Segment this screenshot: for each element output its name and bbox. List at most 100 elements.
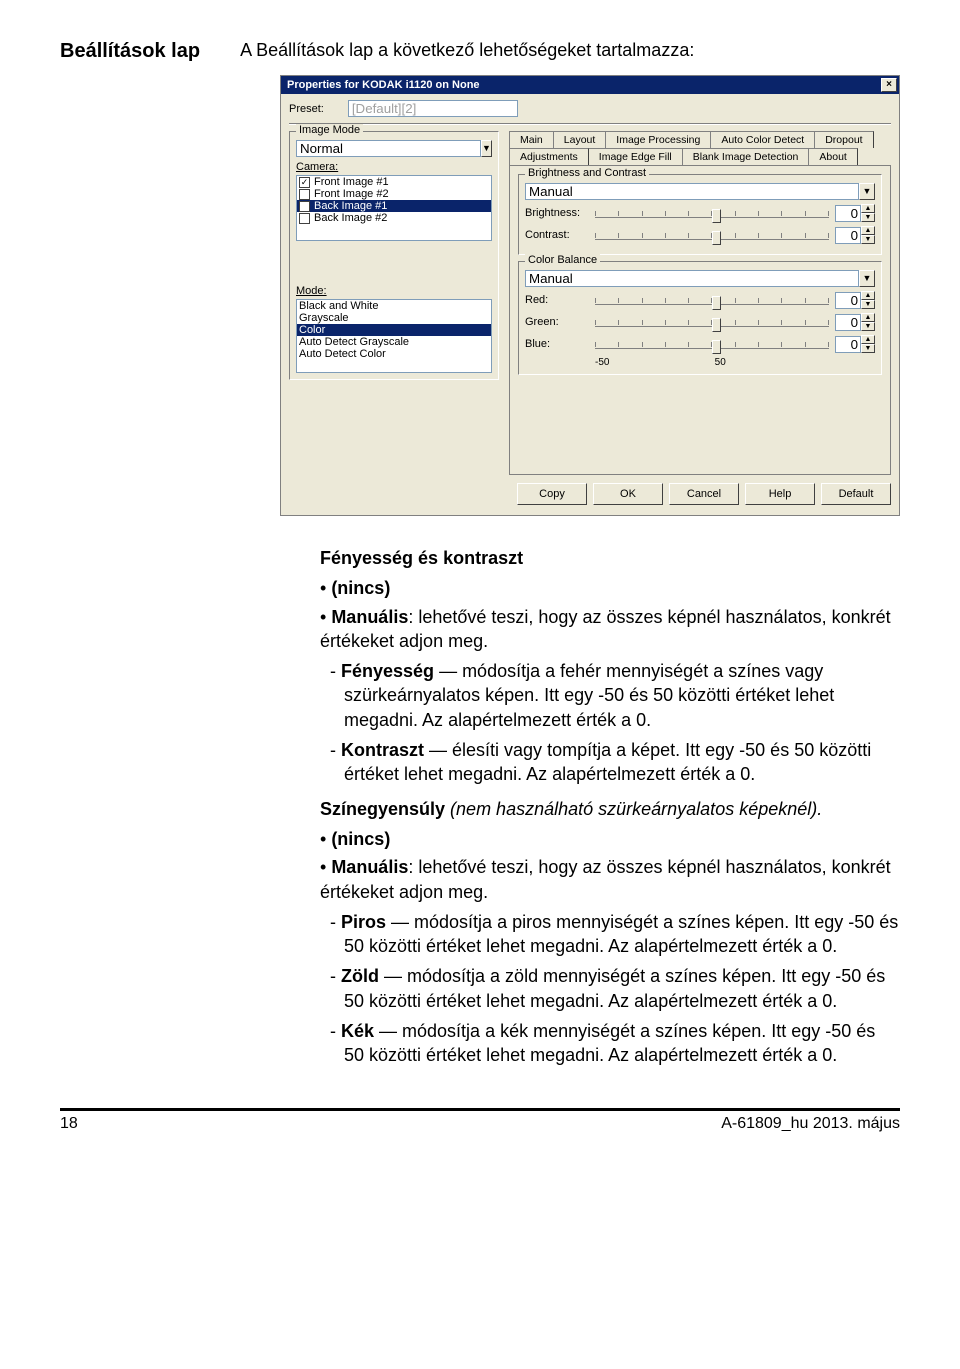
- red-b: Piros: [341, 912, 386, 932]
- brightness-slider[interactable]: [595, 204, 829, 222]
- mode-item[interactable]: Black and White: [297, 300, 491, 312]
- camera-label: Camera:: [296, 161, 492, 173]
- mode-item[interactable]: Color: [297, 324, 491, 336]
- red-label: Red:: [525, 294, 589, 306]
- red-slider[interactable]: [595, 291, 829, 309]
- tab-layout[interactable]: Layout: [553, 131, 607, 148]
- spin-up-icon[interactable]: ▲: [861, 204, 875, 213]
- mode-item[interactable]: Auto Detect Color: [297, 348, 491, 360]
- camera-item[interactable]: Back Image #2: [297, 212, 491, 224]
- checkbox-icon[interactable]: [299, 201, 310, 212]
- scale-max: 50: [715, 357, 726, 368]
- checkbox-icon[interactable]: ✓: [299, 177, 310, 188]
- checkbox-icon[interactable]: [299, 213, 310, 224]
- image-mode-group-title: Image Mode: [296, 124, 363, 136]
- green-value[interactable]: [835, 314, 861, 331]
- green-slider[interactable]: [595, 313, 829, 331]
- page-number: 18: [60, 1115, 78, 1133]
- cancel-button[interactable]: Cancel: [669, 483, 739, 505]
- spin-down-icon[interactable]: ▼: [861, 344, 875, 353]
- heading-cb-b: Színegyensúly: [320, 799, 445, 819]
- mode-item[interactable]: Auto Detect Grayscale: [297, 336, 491, 348]
- document-body: Fényesség és kontraszt (nincs) Manuális:…: [320, 546, 900, 1068]
- tab-image-processing[interactable]: Image Processing: [605, 131, 711, 148]
- spin-down-icon[interactable]: ▼: [861, 213, 875, 222]
- tab-main[interactable]: Main: [509, 131, 554, 148]
- preset-label: Preset:: [289, 103, 324, 115]
- tab-blank-image-detection[interactable]: Blank Image Detection: [682, 148, 810, 165]
- close-icon[interactable]: ×: [881, 78, 897, 92]
- camera-item[interactable]: ✓ Front Image #1: [297, 176, 491, 188]
- chevron-down-icon[interactable]: ▼: [859, 270, 875, 287]
- camera-item[interactable]: Back Image #1: [297, 200, 491, 212]
- chevron-down-icon[interactable]: ▼: [859, 183, 875, 200]
- spin-up-icon[interactable]: ▲: [861, 313, 875, 322]
- spin-down-icon[interactable]: ▼: [861, 235, 875, 244]
- cb-manual-b: Manuális: [331, 857, 408, 877]
- spin-up-icon[interactable]: ▲: [861, 335, 875, 344]
- color-balance-group: Color Balance ▼ Red:: [518, 261, 882, 375]
- mode-label: Mode:: [296, 285, 492, 297]
- cb-none: (nincs): [331, 829, 390, 849]
- spin-up-icon[interactable]: ▲: [861, 291, 875, 300]
- green-label: Green:: [525, 316, 589, 328]
- spin-up-icon[interactable]: ▲: [861, 226, 875, 235]
- blue-value[interactable]: [835, 336, 861, 353]
- camera-item-label: Front Image #2: [314, 188, 389, 200]
- image-mode-select[interactable]: [296, 140, 481, 157]
- green-rest: — módosítja a zöld mennyiségét a színes …: [344, 966, 885, 1010]
- bc-mode-select[interactable]: [525, 183, 859, 200]
- page-title: Beállítások lap: [60, 40, 200, 63]
- ok-button[interactable]: OK: [593, 483, 663, 505]
- camera-item-label: Back Image #2: [314, 212, 387, 224]
- red-rest: — módosítja a piros mennyiségét a színes…: [344, 912, 898, 956]
- dialog-title: Properties for KODAK i1120 on None: [287, 79, 480, 91]
- blue-label: Blue:: [525, 338, 589, 350]
- red-value[interactable]: [835, 292, 861, 309]
- camera-item[interactable]: Front Image #2: [297, 188, 491, 200]
- brightness-value[interactable]: [835, 205, 861, 222]
- image-mode-group: Image Mode ▼ Camera: ✓Front Image #1Fron…: [289, 131, 499, 380]
- help-button[interactable]: Help: [745, 483, 815, 505]
- spin-down-icon[interactable]: ▼: [861, 322, 875, 331]
- green-b: Zöld: [341, 966, 379, 986]
- cb-mode-select[interactable]: [525, 270, 859, 287]
- heading-cb-i: (nem használható szürkeárnyalatos képekn…: [445, 799, 822, 819]
- default-button[interactable]: Default: [821, 483, 891, 505]
- adjustments-tab-page: Brightness and Contrast ▼ Brightness:: [509, 165, 891, 475]
- heading-bc: Fényesség és kontraszt: [320, 546, 900, 570]
- tab-image-edge-fill[interactable]: Image Edge Fill: [588, 148, 683, 165]
- checkbox-icon[interactable]: [299, 189, 310, 200]
- page-footer: 18 A-61809_hu 2013. május: [60, 1108, 900, 1133]
- spin-down-icon[interactable]: ▼: [861, 300, 875, 309]
- copy-button[interactable]: Copy: [517, 483, 587, 505]
- brightness-b: Fényesség: [341, 661, 434, 681]
- contrast-b: Kontraszt: [341, 740, 424, 760]
- blue-slider[interactable]: [595, 335, 829, 353]
- blue-b: Kék: [341, 1021, 374, 1041]
- camera-item-label: Front Image #1: [314, 176, 389, 188]
- contrast-rest: — élesíti vagy tompítja a képet. Itt egy…: [344, 740, 871, 784]
- camera-listbox[interactable]: ✓Front Image #1Front Image #2Back Image …: [296, 175, 492, 241]
- brightness-label: Brightness:: [525, 207, 589, 219]
- mode-item[interactable]: Grayscale: [297, 312, 491, 324]
- tab-adjustments[interactable]: Adjustments: [509, 148, 589, 165]
- bc-none: (nincs): [331, 578, 390, 598]
- contrast-slider[interactable]: [595, 226, 829, 244]
- mode-listbox[interactable]: Black and WhiteGrayscaleColorAuto Detect…: [296, 299, 492, 373]
- camera-item-label: Back Image #1: [314, 200, 387, 212]
- bc-manual-b: Manuális: [331, 607, 408, 627]
- contrast-label: Contrast:: [525, 229, 589, 241]
- tab-auto-color-detect[interactable]: Auto Color Detect: [710, 131, 815, 148]
- cb-group-title: Color Balance: [525, 254, 600, 266]
- tab-about[interactable]: About: [808, 148, 857, 165]
- chevron-down-icon[interactable]: ▼: [481, 140, 492, 157]
- preset-input[interactable]: [348, 100, 518, 117]
- scale-min: -50: [595, 357, 609, 368]
- bc-group-title: Brightness and Contrast: [525, 167, 649, 179]
- blue-rest: — módosítja a kék mennyiségét a színes k…: [344, 1021, 875, 1065]
- tab-dropout[interactable]: Dropout: [814, 131, 873, 148]
- contrast-value[interactable]: [835, 227, 861, 244]
- page-intro: A Beállítások lap a következő lehetősége…: [240, 40, 900, 61]
- brightness-contrast-group: Brightness and Contrast ▼ Brightness:: [518, 174, 882, 255]
